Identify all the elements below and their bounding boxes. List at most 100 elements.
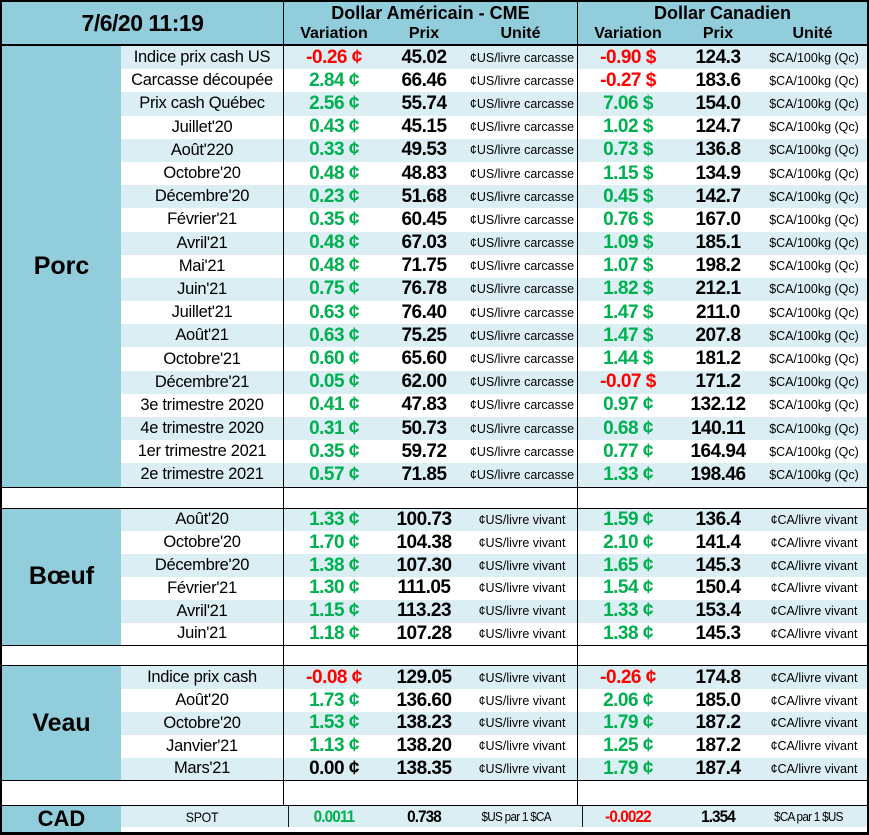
cad-variation-cell: 1.47 $ — [577, 301, 678, 325]
cad-unit-cell: $CA/100kg (Qc) — [769, 120, 859, 135]
cad-unit-cell: $CA/100kg (Qc) — [769, 328, 859, 343]
cad-unit-cell: $CA/100kg (Qc) — [769, 96, 859, 111]
usd-variation-cell: 0.33 ¢ — [283, 138, 384, 162]
table-row: 3e trimestre 2020 0.41 ¢ 47.83 ¢US/livre… — [121, 393, 867, 417]
cad-unit-cell: $CA/100kg (Qc) — [769, 375, 859, 390]
usd-unit-cell: ¢US/livre carcasse — [469, 328, 575, 343]
cad-price-cell: 142.7 — [695, 185, 741, 207]
cad-unit-cell: $CA/100kg (Qc) — [769, 212, 859, 227]
usd-price-cell: 136.60 — [396, 689, 452, 711]
cad-unit-cell: ¢CA/livre vivant — [770, 512, 858, 527]
usd-price-cell: 138.20 — [396, 735, 452, 757]
table-row: Indice prix cash US -0.26 ¢ 45.02 ¢US/li… — [121, 46, 867, 70]
cad-unit-cell: $CA/100kg (Qc) — [769, 352, 859, 367]
cad-price-cell: 187.2 — [695, 712, 741, 734]
gap-cell — [577, 487, 867, 508]
cad-unit-cell: $CA par 1 $US — [774, 809, 843, 825]
usd-price-cell: 67.03 — [401, 232, 447, 254]
table-row: Octobre'21 0.60 ¢ 65.60 ¢US/livre carcas… — [121, 347, 867, 371]
row-label-cell: Indice prix cash — [147, 668, 257, 687]
cad-variation-cell: 1.54 ¢ — [577, 576, 678, 600]
cad-unit-cell: ¢CA/livre vivant — [770, 604, 858, 619]
usd-variation-cell: 0.35 ¢ — [283, 440, 384, 464]
usd-variation-cell: 0.48 ¢ — [283, 161, 384, 186]
usd-unit-cell: ¢US/livre vivant — [478, 512, 566, 527]
row-label-cell: Mars'21 — [173, 759, 231, 778]
cad-price-cell: 136.4 — [695, 508, 741, 530]
usd-unit-cell: ¢US/livre carcasse — [469, 236, 575, 251]
cad-unit-cell: ¢CA/livre vivant — [770, 581, 858, 596]
usd-variation-cell: 0.00 ¢ — [283, 757, 384, 781]
usd-unit-cell: ¢US/livre carcasse — [469, 50, 575, 65]
usd-price-cell: 55.74 — [401, 92, 447, 114]
table-row: Décembre'21 0.05 ¢ 62.00 ¢US/livre carca… — [121, 370, 867, 394]
cad-price-cell: 145.3 — [695, 554, 741, 576]
cad-unit-cell: $CA/100kg (Qc) — [769, 421, 859, 436]
usd-price-cell: 75.25 — [401, 324, 447, 346]
usd-unit-cell: ¢US/livre vivant — [478, 716, 566, 731]
usd-unit-cell: ¢US/livre vivant — [478, 693, 566, 708]
row-label-cell: Décembre'20 — [154, 187, 250, 206]
cad-price-cell: 145.3 — [695, 622, 741, 644]
cad-price-cell: 174.8 — [695, 666, 741, 688]
cad-unit-cell: $CA/100kg (Qc) — [769, 236, 859, 251]
usd-price-cell: 45.02 — [401, 46, 447, 68]
usd-variation-cell: 1.33 ¢ — [283, 508, 384, 532]
section-label-veau: Veau — [2, 666, 121, 781]
usd-unit-cell: ¢US/livre carcasse — [469, 352, 575, 367]
cad-unit-cell: $CA/100kg (Qc) — [769, 259, 859, 274]
column-headers-row: Variation Prix Unité Variation Prix Unit… — [283, 24, 867, 44]
table-row: Août'220 0.33 ¢ 49.53 ¢US/livre carcasse… — [121, 138, 867, 162]
cad-price-cell: 185.0 — [695, 689, 741, 711]
row-label-cell: Indice prix cash US — [133, 48, 271, 67]
section-rows: Indice prix cash US -0.26 ¢ 45.02 ¢US/li… — [121, 46, 867, 487]
cad-variation-cell: 0.97 ¢ — [577, 393, 678, 417]
usd-price-cell: 50.73 — [401, 417, 447, 439]
table-row: Prix cash Québec 2.56 ¢ 55.74 ¢US/livre … — [121, 92, 867, 116]
usd-variation-cell: 0.60 ¢ — [283, 347, 384, 371]
cad-variation-cell: -0.26 ¢ — [577, 666, 678, 690]
cad-unit-cell: ¢CA/livre vivant — [770, 716, 858, 731]
row-label-cell: Juillet'20 — [171, 117, 233, 136]
section-gap — [2, 486, 867, 509]
cad-unit-cell: $CA/100kg (Qc) — [769, 467, 859, 482]
table-row: Carcasse découpée 2.84 ¢ 66.46 ¢US/livre… — [121, 69, 867, 93]
usd-price-header: Prix — [408, 25, 440, 42]
table-row: Août'21 0.63 ¢ 75.25 ¢US/livre carcasse … — [121, 324, 867, 348]
usd-unit-cell: ¢US/livre vivant — [478, 604, 566, 619]
usd-price-cell: 51.68 — [401, 185, 447, 207]
cad-unit-cell: $CA/100kg (Qc) — [769, 143, 859, 158]
table-row: Octobre'20 0.48 ¢ 48.83 ¢US/livre carcas… — [121, 161, 867, 186]
table-row: Juin'21 0.75 ¢ 76.78 ¢US/livre carcasse … — [121, 277, 867, 302]
cad-unit-cell: $CA/100kg (Qc) — [769, 444, 859, 459]
cad-unit-cell: $CA/100kg (Qc) — [769, 166, 859, 181]
usd-price-cell: 62.00 — [401, 371, 447, 393]
cad-price-cell: 164.94 — [690, 440, 746, 462]
cad-variation-cell: 1.47 $ — [577, 324, 678, 348]
row-label-cell: Août'220 — [170, 140, 234, 159]
cad-variation-cell: -0.90 $ — [577, 46, 678, 70]
cad-variation-cell: 1.33 ¢ — [577, 599, 678, 623]
row-label-cell: Carcasse découpée — [131, 71, 273, 90]
usd-price-cell: 71.75 — [401, 255, 447, 277]
row-label-cell: Avril'21 — [176, 233, 228, 252]
usd-unit-cell: ¢US/livre carcasse — [469, 421, 575, 436]
cad-variation-cell: 1.59 ¢ — [577, 508, 678, 532]
row-label-cell: 4e trimestre 2020 — [140, 419, 264, 438]
cad-variation-cell: -0.07 $ — [577, 370, 678, 394]
usd-price-cell: 71.85 — [401, 463, 447, 485]
usd-variation-cell: 0.35 ¢ — [283, 208, 384, 232]
cad-price-cell: 153.4 — [695, 600, 741, 622]
usd-price-cell: 104.38 — [396, 531, 452, 553]
table-row: Janvier'21 1.13 ¢ 138.20 ¢US/livre vivan… — [121, 734, 867, 758]
usd-unit-cell: ¢US/livre carcasse — [469, 166, 575, 181]
table-row: Mars'21 0.00 ¢ 138.35 ¢US/livre vivant 1… — [121, 757, 867, 781]
row-label-cell: 3e trimestre 2020 — [140, 395, 264, 414]
usd-price-cell: 49.53 — [401, 139, 447, 161]
table-row: Décembre'20 0.23 ¢ 51.68 ¢US/livre carca… — [121, 185, 867, 209]
usd-price-cell: 138.35 — [396, 757, 452, 779]
row-label-cell: Avril'21 — [176, 601, 228, 620]
usd-variation-cell: 0.75 ¢ — [283, 277, 384, 302]
section-gap — [2, 645, 867, 667]
cad-unit-cell: $CA/100kg (Qc) — [769, 189, 859, 204]
